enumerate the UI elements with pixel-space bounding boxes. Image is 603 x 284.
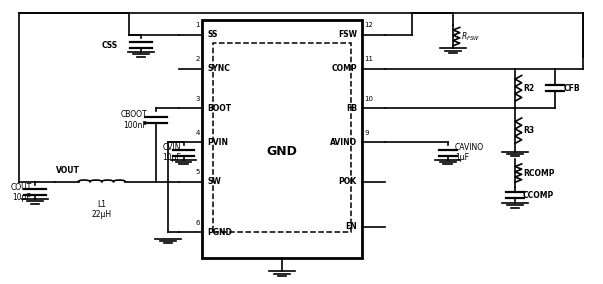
Text: COUT
10µF: COUT 10µF (10, 183, 31, 202)
Text: PVIN: PVIN (207, 137, 228, 147)
Text: R3: R3 (523, 126, 534, 135)
Text: BOOT: BOOT (207, 104, 231, 112)
Text: 1: 1 (195, 22, 200, 28)
Text: SYNC: SYNC (207, 64, 230, 73)
Text: L1
22µH: L1 22µH (92, 200, 112, 219)
Text: CBOOT
100nF: CBOOT 100nF (120, 110, 147, 130)
Text: 3: 3 (195, 96, 200, 102)
Text: RCOMP: RCOMP (523, 169, 554, 178)
Text: 12: 12 (364, 22, 373, 28)
Text: FB: FB (346, 104, 357, 112)
Bar (202, 20, 362, 258)
Text: COMP: COMP (331, 64, 357, 73)
Text: PGND: PGND (207, 228, 232, 237)
Text: 2: 2 (195, 56, 200, 62)
Text: CSS: CSS (102, 41, 118, 50)
Text: SS: SS (207, 30, 218, 39)
Text: VOUT: VOUT (56, 166, 80, 174)
Text: 4: 4 (195, 130, 200, 136)
Text: CVIN
10µF: CVIN 10µF (162, 143, 181, 162)
Text: 11: 11 (364, 56, 373, 62)
Text: SW: SW (207, 177, 221, 186)
Text: CFB: CFB (563, 84, 580, 93)
Text: EN: EN (345, 222, 357, 231)
Text: GND: GND (267, 145, 297, 158)
Text: 5: 5 (195, 169, 200, 175)
Text: AVINO: AVINO (330, 137, 357, 147)
Bar (213, 43, 351, 232)
Text: CAVINO
1µF: CAVINO 1µF (455, 143, 484, 162)
Text: CCOMP: CCOMP (523, 191, 554, 200)
Text: 10: 10 (364, 96, 373, 102)
Text: R2: R2 (523, 84, 534, 93)
Text: FSW: FSW (338, 30, 357, 39)
Text: $R_{FSW}$: $R_{FSW}$ (461, 30, 480, 43)
Text: 6: 6 (195, 220, 200, 226)
Text: 9: 9 (364, 130, 368, 136)
Text: POK: POK (339, 177, 357, 186)
